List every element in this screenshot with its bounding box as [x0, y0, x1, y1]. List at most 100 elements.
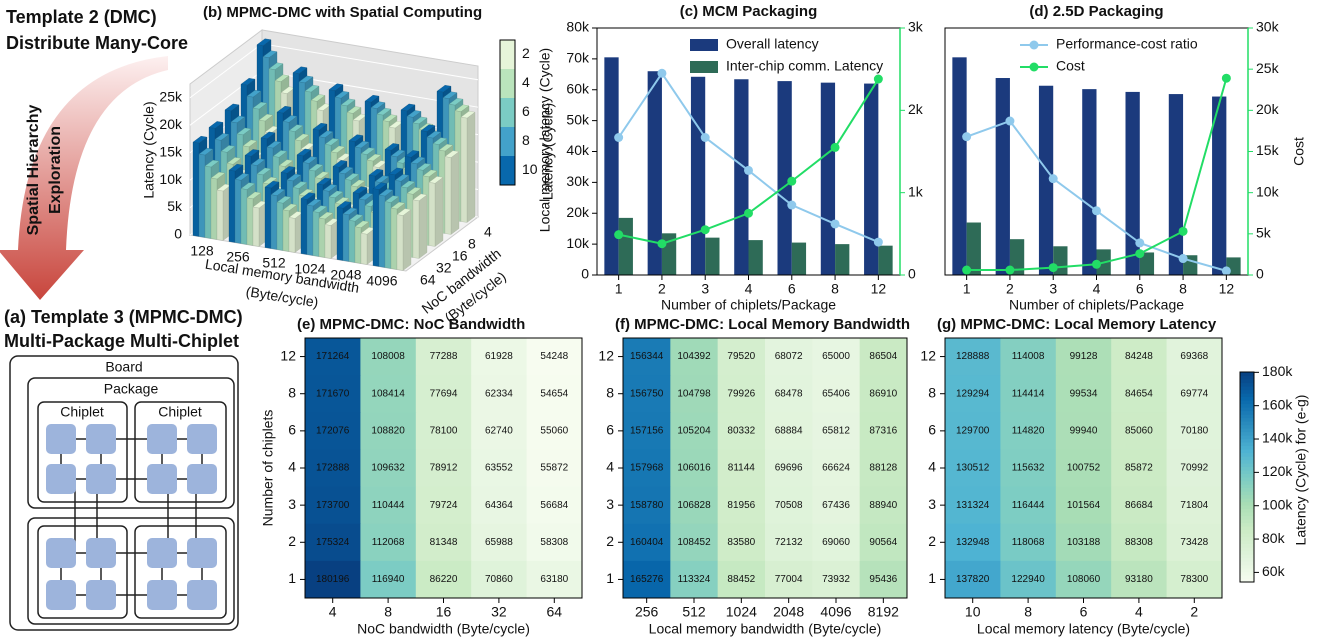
x-tick-label: 2: [658, 281, 666, 297]
y2-tick-label: 25k: [1256, 60, 1280, 76]
template2-subtitle: Distribute Many-Core: [6, 33, 188, 53]
legend-label: 8: [522, 132, 530, 148]
y2-tick-label: 30k: [1256, 19, 1280, 35]
x-tick-label: 32: [491, 604, 507, 620]
bar: [821, 83, 835, 275]
chart-title: (d) 2.5D Packaging: [1029, 3, 1163, 20]
cell-label: 55060: [540, 425, 568, 436]
bar: [952, 57, 966, 275]
y-tick-label: 6: [928, 422, 936, 438]
core: [86, 580, 116, 610]
legend-swatch: [1030, 63, 1039, 72]
y-tick-label: 8: [928, 384, 936, 400]
cell-label: 64364: [485, 500, 513, 511]
colorbar-segment: [1240, 565, 1254, 569]
line-marker: [1135, 238, 1144, 247]
line-marker: [1005, 117, 1014, 126]
colorbar-segment: [1240, 533, 1254, 537]
board-label: Board: [105, 359, 142, 375]
cell-label: 108452: [677, 537, 711, 548]
cell-label: 88128: [869, 463, 897, 474]
colorbar-segment: [1240, 390, 1254, 394]
colorbar-segment: [1240, 470, 1254, 474]
x-tick-label: 3: [1049, 281, 1057, 297]
colorbar-segment: [1240, 554, 1254, 558]
colorbar-segment: [1240, 463, 1254, 467]
cell-label: 54654: [540, 388, 568, 399]
cell-label: 175324: [316, 537, 350, 548]
bar: [253, 207, 259, 246]
core: [147, 538, 177, 568]
x-tick-label: 4: [329, 604, 337, 620]
colorbar-segment: [1240, 561, 1254, 565]
line-marker: [1179, 227, 1188, 236]
y-tick-label: 10k: [566, 235, 590, 251]
y2-tick-label: 20k: [1256, 101, 1280, 117]
bar: [337, 207, 343, 260]
colorbar-segment: [1240, 442, 1254, 446]
y-tick-label: 2: [606, 533, 614, 549]
cell-label: 78912: [430, 463, 458, 474]
line-marker: [1135, 249, 1144, 258]
y2-axis-label: Cost: [1291, 137, 1307, 166]
colorbar-segment: [1240, 505, 1254, 509]
cell-label: 99940: [1070, 425, 1098, 436]
bar: [265, 187, 271, 248]
colorbar-segment: [1240, 477, 1254, 481]
line-marker: [831, 219, 840, 228]
bar: [604, 57, 618, 275]
colorbar-segment: [1240, 372, 1254, 376]
bar: [1126, 92, 1140, 275]
core: [86, 424, 116, 454]
bar: [205, 166, 211, 238]
y2-tick-label: 0: [1256, 266, 1264, 282]
colorbar-segment: [1240, 428, 1254, 432]
bar: [349, 220, 355, 262]
cell-label: 114820: [1012, 425, 1045, 436]
colorbar-segment: [1240, 376, 1254, 380]
colorbar-segment: [1240, 411, 1254, 415]
cell-label: 108414: [371, 388, 405, 399]
bar: [445, 157, 451, 235]
core: [46, 424, 76, 454]
colorbar-segment: [1240, 379, 1254, 383]
cell-label: 104392: [677, 351, 711, 362]
cell-label: 112068: [372, 537, 405, 548]
bar: [835, 244, 849, 275]
cell-label: 73932: [822, 574, 850, 585]
legend-swatch: [500, 156, 515, 185]
cell-label: 110444: [372, 500, 405, 511]
bar: [319, 218, 325, 257]
cell-label: 130512: [956, 463, 990, 474]
core: [46, 538, 76, 568]
cell-label: 68884: [775, 425, 803, 436]
cell-label: 65000: [822, 351, 850, 362]
bar: [385, 202, 391, 269]
colorbar-segment: [1240, 502, 1254, 506]
cell-label: 80332: [727, 425, 755, 436]
bar: [199, 154, 205, 237]
template3-title: (a) Template 3 (MPMC-DMC): [4, 307, 243, 327]
colorbar-segment: [1240, 537, 1254, 541]
cell-label: 100752: [1067, 463, 1101, 474]
cell-label: 171264: [316, 351, 350, 362]
cell-label: 65406: [822, 388, 850, 399]
core: [147, 424, 177, 454]
bar: [734, 79, 748, 275]
cell-label: 70992: [1180, 463, 1208, 474]
cell-label: 171670: [316, 388, 350, 399]
chart-title: (b) MPMC-DMC with Spatial Computing: [203, 4, 482, 21]
x-tick-label: 4: [1093, 281, 1101, 297]
colorbar-segment: [1240, 540, 1254, 544]
y-tick-label: 8: [606, 384, 614, 400]
colorbar-segment: [1240, 453, 1254, 457]
y-tick-label: 1: [606, 570, 614, 586]
colorbar-segment: [1240, 435, 1254, 439]
colorbar-segment: [1240, 491, 1254, 495]
line-marker: [962, 266, 971, 275]
colorbar-segment: [1240, 509, 1254, 513]
arrow-label: Exploration: [47, 126, 64, 214]
line-marker: [1222, 74, 1231, 83]
line-marker: [701, 225, 710, 234]
line-marker: [1222, 266, 1231, 275]
